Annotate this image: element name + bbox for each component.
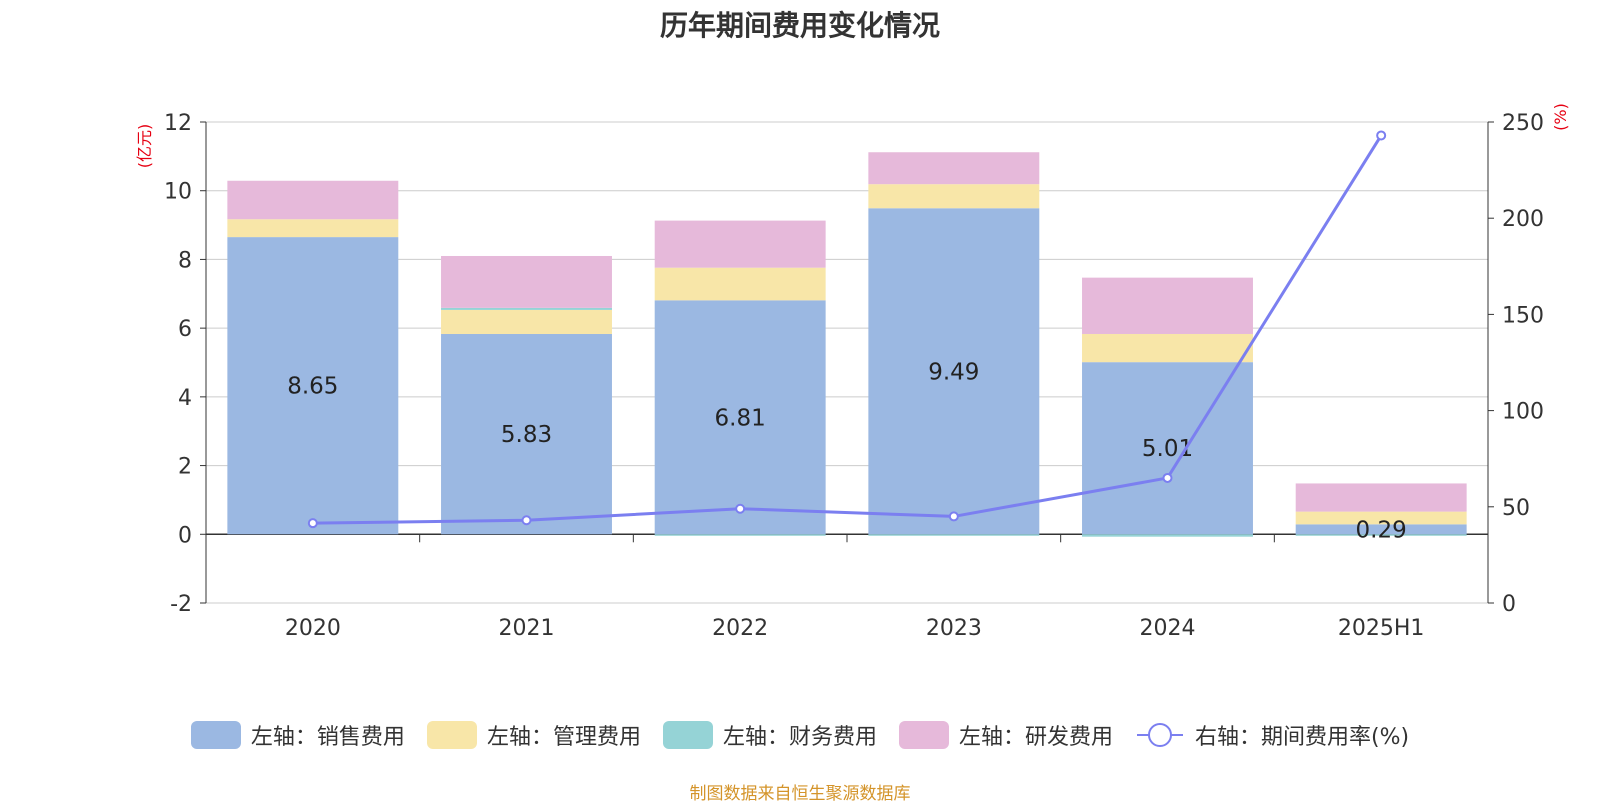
bar-data-label: 5.83 xyxy=(501,422,552,448)
left-tick-label: 12 xyxy=(164,111,192,136)
bar-data-label: 6.81 xyxy=(715,405,766,431)
bar-segment xyxy=(441,309,612,334)
legend-label: 左轴：研发费用 xyxy=(958,725,1113,750)
bar-segment xyxy=(654,267,826,301)
category-label: 2025H1 xyxy=(1338,616,1425,641)
bar-segment xyxy=(1082,277,1253,334)
bar-segment xyxy=(1082,362,1253,535)
rate-point xyxy=(1162,472,1173,483)
bar-segment xyxy=(654,534,826,536)
legend-item[interactable]: 左轴：管理费用 xyxy=(426,719,641,751)
legend-swatch xyxy=(662,721,713,749)
left-tick-label: -2 xyxy=(170,592,192,617)
bar-segment xyxy=(868,184,1040,209)
legend-label: 左轴：管理费用 xyxy=(486,725,641,750)
category-label: 2021 xyxy=(499,616,555,641)
category-label: 2020 xyxy=(285,616,341,641)
right-tick-label: 150 xyxy=(1502,303,1544,328)
bar-segment xyxy=(441,255,612,308)
right-tick-label: 50 xyxy=(1502,496,1530,521)
left-tick-label: 4 xyxy=(178,386,192,411)
bar-segment xyxy=(868,152,1040,185)
left-axis-unit: (亿元) xyxy=(135,124,154,169)
category-label: 2024 xyxy=(1140,616,1196,641)
bar-segment xyxy=(227,180,399,220)
bar-segment xyxy=(227,219,399,238)
bar-segment xyxy=(1295,534,1467,536)
bar-segment xyxy=(1295,524,1467,535)
bar-segment xyxy=(654,220,826,268)
bar-segment xyxy=(868,534,1040,536)
left-tick-label: 8 xyxy=(178,248,192,273)
right-tick-label: 250 xyxy=(1502,111,1544,136)
left-tick-label: 6 xyxy=(178,317,192,342)
legend-swatch xyxy=(190,721,241,749)
category-label: 2023 xyxy=(926,616,982,641)
right-tick-label: 0 xyxy=(1502,592,1516,617)
bar-segment xyxy=(441,307,612,310)
legend-label: 左轴：财务费用 xyxy=(722,725,877,750)
left-tick-label: 10 xyxy=(164,180,192,205)
bar-data-label: 0.29 xyxy=(1356,517,1407,543)
bar-data-label: 8.65 xyxy=(287,374,338,400)
bar-segment xyxy=(1295,511,1467,525)
legend-line-swatch xyxy=(1136,723,1183,747)
legend-swatch xyxy=(426,721,477,749)
line-layer xyxy=(307,130,1387,529)
left-tick-label: 2 xyxy=(178,455,192,480)
label-layer: 8.655.836.819.495.010.29 xyxy=(287,359,1407,543)
rate-point xyxy=(521,515,532,526)
rate-point xyxy=(307,518,318,529)
bar-segment xyxy=(441,333,612,535)
category-label: 2022 xyxy=(712,616,768,641)
bar-data-label: 9.49 xyxy=(928,359,979,385)
legend-label: 右轴：期间费用率(%) xyxy=(1194,725,1410,750)
right-axis-unit: (%) xyxy=(1551,103,1570,131)
bar-segment xyxy=(1295,483,1467,512)
rate-line xyxy=(312,134,1383,525)
bar-segment xyxy=(1082,534,1253,537)
axis-layer: -2 0 2 4 6 8 10 12 0 50 100 150 200 250 2020 2021 2022 20… xyxy=(164,111,1544,641)
bar-segment xyxy=(654,300,826,535)
legend-swatch xyxy=(898,721,949,749)
bar-segment xyxy=(868,208,1040,535)
left-tick-label: 0 xyxy=(178,523,192,548)
source-note: 制图数据来自恒生聚源数据库 xyxy=(689,784,911,804)
bar-layer xyxy=(227,152,1467,537)
legend-item[interactable]: 右轴：期间费用率(%) xyxy=(1135,719,1409,751)
legend-item[interactable]: 左轴：财务费用 xyxy=(662,719,877,751)
legend-label: 左轴：销售费用 xyxy=(250,725,405,750)
rate-point xyxy=(948,511,959,522)
rate-point xyxy=(1376,130,1387,141)
bar-segment xyxy=(1082,333,1253,363)
legend: 左轴：销售费用 左轴：管理费用 左轴：财务费用 左轴：研发费用 右轴：期间费用率(%) xyxy=(0,719,1600,751)
legend-item[interactable]: 左轴：销售费用 xyxy=(190,719,405,751)
chart-title: 历年期间费用变化情况 xyxy=(659,9,940,42)
right-tick-label: 100 xyxy=(1502,400,1544,425)
bar-segment xyxy=(227,237,399,535)
right-tick-label: 200 xyxy=(1502,207,1544,232)
rate-point xyxy=(735,503,746,514)
legend-item[interactable]: 左轴：研发费用 xyxy=(898,719,1113,751)
